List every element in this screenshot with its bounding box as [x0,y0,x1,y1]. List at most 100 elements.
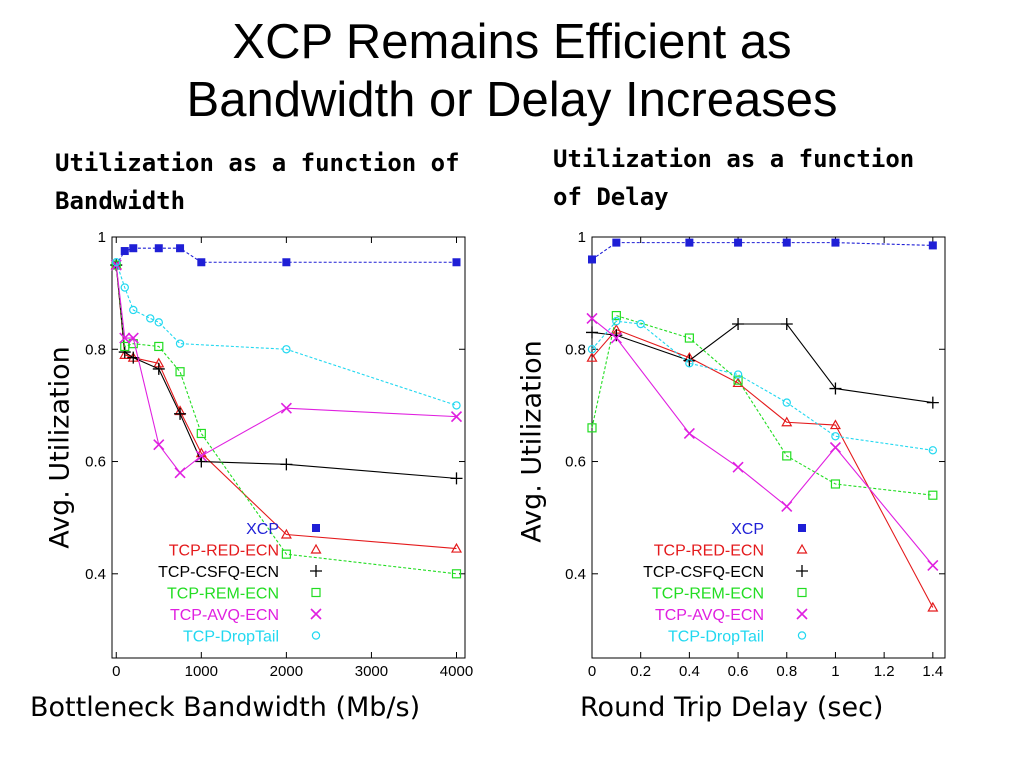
chart1-point-tcp-csfq-ecn [450,472,463,485]
chart2-point-tcp-csfq-ecn [586,326,598,339]
chart1-point-xcp [154,244,163,253]
chart1-legend-label-tcp-rem-ecn: TCP-REM-ECN [167,586,279,603]
chart1-x-tick-label: 3000 [355,663,388,680]
chart1-point-tcp-rem-ecn [281,549,291,559]
chart1-series-line-tcp-csfq-ecn [115,265,457,479]
chart1-plot: 0.4 0.6 0.8 1 0 1000 2000 3000 4000 XCP TCP-RED-EC… [85,229,473,680]
chart2-legend: XCP TCP-RED-ECN TCP-CSFQ-ECN TCP-REM-ECN TCP… [643,521,808,646]
chart2-point-tcp-csfq-ecn [829,382,842,395]
chart2-legend-label-tcp-csfq-ecn: TCP-CSFQ-ECN [643,564,764,581]
chart1-legend-label-tcp-droptail: TCP-DropTail [183,629,279,646]
chart2-point-tcp-droptail [928,446,938,455]
chart2-legend-marker-xcp [798,524,806,532]
chart1-point-tcp-droptail [452,401,461,410]
chart2-x-tick-label: 0.8 [776,663,797,680]
chart2-point-tcp-rem-ecn [611,310,621,321]
chart2-point-xcp [831,238,840,247]
chart1-point-tcp-avq-ecn [195,450,207,462]
chart2-legend-label-tcp-avq-ecn: TCP-AVQ-ECN [655,607,764,624]
chart2-point-tcp-droptail [782,398,791,407]
chart1-y-tick-label: 0.8 [85,341,106,358]
chart2-point-tcp-avq-ecn [610,332,622,344]
chart2-x-tick-label: 0 [588,663,596,680]
chart2-point-tcp-red-ecn [732,377,744,388]
slide-title-line2: Bandwidth or Delay Increases [186,73,838,127]
chart2-x-tick-label: 1 [831,663,839,680]
chart1-x-tick-label: 0 [112,663,120,680]
chart2-point-xcp [588,255,596,264]
chart2-plot-frame [591,236,946,659]
chart1-point-tcp-rem-ecn [154,341,164,352]
chart2-point-tcp-red-ecn [586,351,598,362]
chart2-y-tick-label: 1 [578,229,586,246]
chart2-point-tcp-avq-ecn [586,312,598,324]
chart2-point-tcp-droptail [831,432,840,441]
chart2-point-tcp-rem-ecn [684,333,694,343]
chart1-x-tick-label: 1000 [185,663,218,680]
chart2-point-tcp-droptail [612,317,621,326]
chart1-series-line-tcp-red-ecn [115,265,457,550]
chart1-point-tcp-red-ecn [119,349,131,359]
chart1-point-tcp-csfq-ecn [118,346,131,359]
chart1-point-tcp-csfq-ecn [152,362,165,375]
chart1-series-line-tcp-avq-ecn [115,265,457,474]
chart1-point-tcp-red-ecn [450,542,463,553]
chart1-x-axis-label: Bottleneck Bandwidth (Mb/s) [30,692,421,723]
chart1-legend-label-tcp-avq-ecn: TCP-AVQ-ECN [170,607,279,624]
chart2-point-tcp-droptail [587,345,597,354]
chart1-point-tcp-red-ecn [280,528,292,539]
chart1-legend-marker-tcp-csfq-ecn [310,565,322,577]
chart1-legend-marker-tcp-rem-ecn [311,587,321,598]
chart2-point-tcp-avq-ecn [683,427,695,440]
chart2-heading-line1: Utilization as a function [553,145,915,173]
chart1-y-tick-label: 0.6 [85,454,106,471]
chart2-point-tcp-avq-ecn [829,441,842,454]
chart1-heading-line2: Bandwidth [55,187,186,215]
chart2-point-tcp-rem-ecn [782,451,792,461]
chart1-point-tcp-csfq-ecn [280,458,293,471]
chart1-point-xcp [452,258,461,267]
chart1-point-tcp-droptail [112,258,121,267]
chart1-legend-marker-xcp [312,524,320,532]
chart2-x-tick-label: 0.2 [630,663,651,680]
chart1-heading: Utilization as a function of Bandwidth [55,144,460,220]
chart2-point-xcp [734,238,743,247]
chart2-series-line-tcp-csfq-ecn [591,323,933,404]
chart2-point-xcp [612,238,621,247]
chart1-point-tcp-droptail [282,345,291,354]
chart2-x-tick-label: 0.4 [679,663,700,680]
chart2-point-tcp-csfq-ecn [732,318,745,331]
chart2-legend-marker-tcp-droptail [797,631,807,640]
chart2-y-tick-label: 0.4 [565,566,586,583]
chart1-point-tcp-csfq-ecn [195,455,208,468]
chart1-point-tcp-droptail [175,339,185,348]
chart1-legend-marker-tcp-droptail [311,631,321,640]
chart1-point-tcp-avq-ecn [153,439,165,451]
chart2-point-xcp [782,238,791,247]
chart2-legend-marker-tcp-avq-ecn [796,608,808,620]
chart1-point-xcp [282,258,291,267]
chart1-legend: XCP TCP-RED-ECN TCP-CSFQ-ECN TCP-REM-ECN TCP… [158,521,322,646]
chart2-plot: 0.4 0.6 0.8 1 0 0.2 0.4 0.6 0.8 1 1.2 1.4 XCP TCP-RED… [565,229,946,680]
chart2-point-xcp [928,241,937,250]
chart1-legend-label-tcp-red-ecn: TCP-RED-ECN [169,543,279,560]
chart1-y-tick-label: 0.4 [85,566,106,583]
chart2-series-line-xcp [591,242,933,260]
chart2-heading: Utilization as a function of Delay [553,140,914,216]
chart2-point-tcp-csfq-ecn [780,318,793,331]
chart2-x-tick-label: 1.2 [874,663,895,680]
chart1-heading-line1: Utilization as a function of [55,149,460,177]
chart2-legend-label-tcp-rem-ecn: TCP-REM-ECN [652,586,764,603]
chart1-x-tick-label: 2000 [270,663,303,680]
chart1-point-tcp-droptail [129,305,138,315]
chart2-point-tcp-droptail [733,370,743,379]
chart1-series-line-tcp-droptail [115,262,457,406]
chart2-series-line-tcp-rem-ecn [591,314,933,496]
chart1-point-tcp-rem-ecn [451,569,462,579]
chart1-point-tcp-csfq-ecn [127,351,140,364]
chart2-point-tcp-droptail [685,359,694,368]
chart2-x-axis-label: Round Trip Delay (sec) [580,692,884,723]
chart2-point-tcp-rem-ecn [587,423,597,433]
chart1-point-xcp [176,244,185,253]
